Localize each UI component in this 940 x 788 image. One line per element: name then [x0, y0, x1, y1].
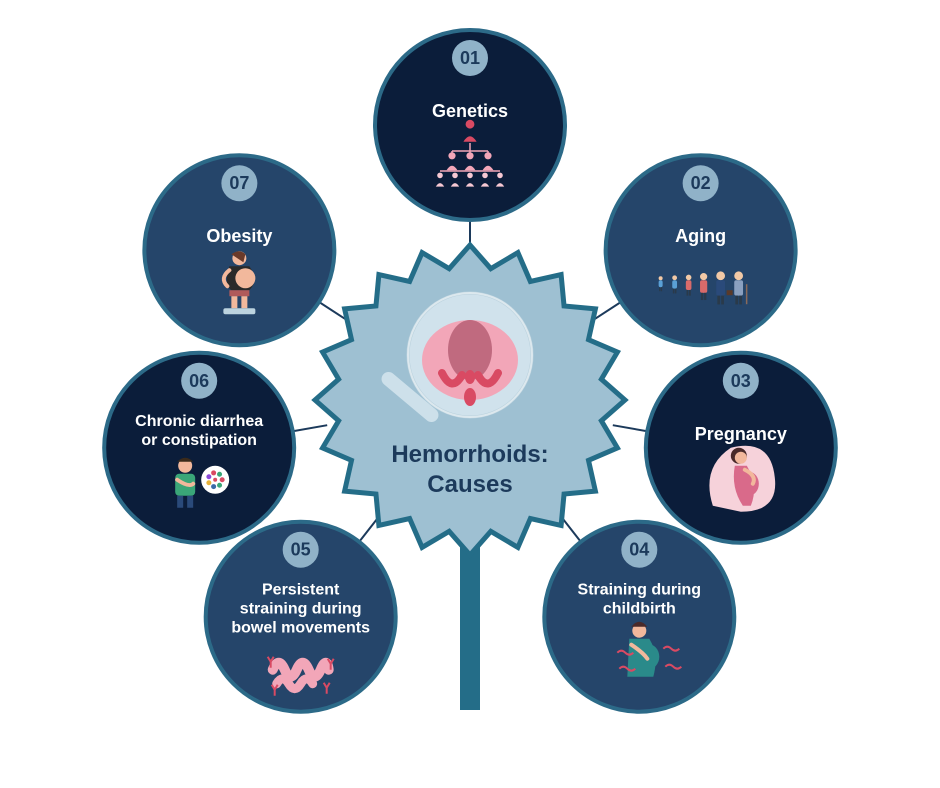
node-number: 06 [189, 371, 209, 391]
infographic-stage: Hemorrhoids: Causes 01 Genetics 02 Aging 03 Pre… [0, 0, 940, 788]
node-label: Genetics [432, 101, 508, 121]
node-label: Chronic diarrhea [135, 413, 263, 430]
node-label: Straining during [578, 582, 702, 599]
cause-node: 05 Persistent straining during bowel moveme… [206, 522, 396, 712]
node-label: Obesity [206, 226, 272, 246]
node-number: 01 [460, 48, 480, 68]
cause-node: 03 Pregnancy [646, 353, 836, 543]
svg-text:Causes: Causes [427, 471, 512, 498]
node-label: bowel movements [231, 620, 370, 637]
node-number: 04 [629, 540, 649, 560]
node-label: or constipation [141, 432, 257, 449]
node-label: straining during [240, 601, 362, 618]
infographic-svg: Hemorrhoids: Causes 01 Genetics 02 Aging 03 Pre… [0, 0, 940, 788]
node-label: Aging [675, 226, 726, 246]
cause-node: 07 Obesity [144, 155, 334, 345]
svg-text:Hemorrhoids:: Hemorrhoids: [391, 441, 548, 468]
cause-node: 04 Straining during childbirth [544, 522, 734, 712]
node-number: 05 [291, 540, 311, 560]
node-number: 03 [731, 371, 751, 391]
node-label: childbirth [603, 601, 676, 618]
cause-node: 02 Aging [606, 155, 796, 345]
node-number: 07 [229, 173, 249, 193]
node-label: Persistent [262, 582, 340, 599]
node-number: 02 [691, 173, 711, 193]
cause-node: 06 Chronic diarrhea or constipation [104, 353, 294, 543]
cause-node: 01 Genetics [375, 30, 565, 220]
node-label: Pregnancy [695, 424, 787, 444]
